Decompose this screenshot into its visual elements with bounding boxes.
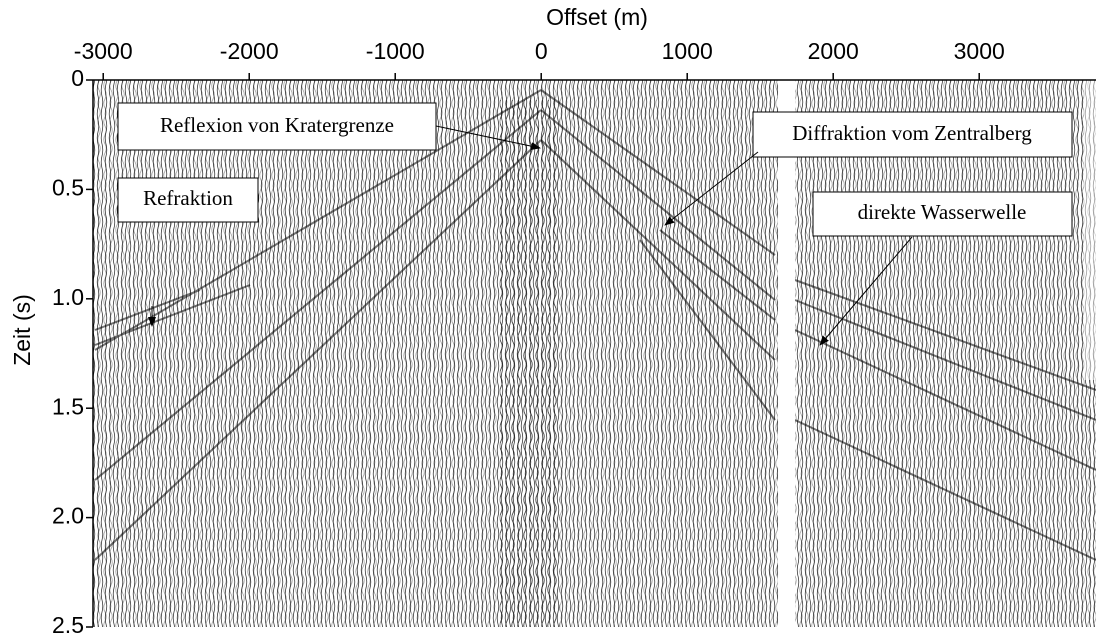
x-tick-label: 2000 <box>808 38 859 64</box>
arrow <box>664 151 759 226</box>
arrow <box>819 236 913 346</box>
y-tick-label: 0.5 <box>52 174 84 200</box>
x-tick-label: 3000 <box>954 38 1005 64</box>
annotation: Reflexion von Kratergrenze <box>160 113 394 137</box>
annotation-box <box>752 111 1073 158</box>
x-tick-label: 1000 <box>662 38 713 64</box>
x-tick-label: -1000 <box>366 38 425 64</box>
annotation-box <box>117 177 259 223</box>
y-tick-label: 1.0 <box>52 284 84 310</box>
annotation: Diffraktion vom Zentralberg <box>792 121 1032 145</box>
annotation-box <box>117 102 437 151</box>
trace-texture <box>93 80 1096 627</box>
x-tick-label: -2000 <box>220 38 279 64</box>
y-tick-label: 2.0 <box>52 503 84 529</box>
x-axis-title: Offset (m) <box>546 4 648 30</box>
arrow <box>435 125 541 151</box>
annotation: direkte Wasserwelle <box>858 200 1027 224</box>
annotation: Refraktion <box>143 186 233 210</box>
y-tick-label: 2.5 <box>52 612 84 638</box>
annotations: Reflexion von Kratergrenze Refraktion Di… <box>117 102 1073 346</box>
y-tick-label: 1.5 <box>52 393 84 419</box>
annotation-box <box>812 191 1073 237</box>
y-axis-title: Zeit (s) <box>9 294 35 366</box>
x-tick-label: -3000 <box>74 38 133 64</box>
x-tick-label: 0 <box>535 38 548 64</box>
y-tick-label: 0 <box>71 65 84 91</box>
